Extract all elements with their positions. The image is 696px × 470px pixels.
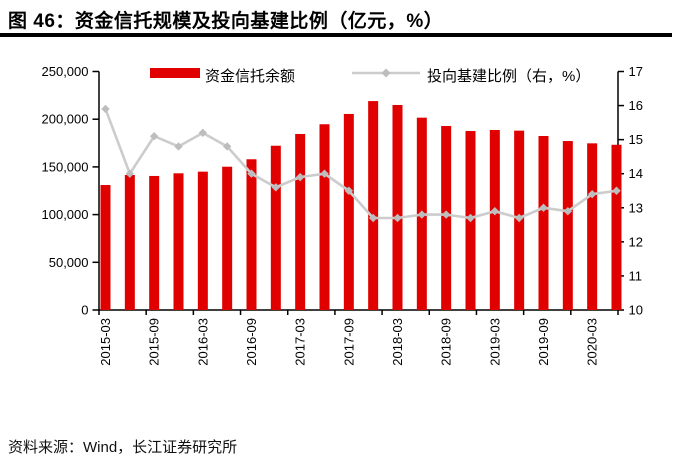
bar bbox=[270, 145, 281, 310]
line-marker bbox=[247, 169, 256, 178]
line-marker bbox=[417, 210, 427, 219]
bar bbox=[173, 173, 184, 310]
bar bbox=[562, 141, 573, 310]
x-axis-tick-label: 2015-03 bbox=[98, 318, 113, 366]
line-marker bbox=[393, 213, 402, 223]
line-marker bbox=[271, 183, 281, 192]
line-marker bbox=[466, 213, 475, 223]
line-marker bbox=[612, 186, 621, 195]
bar bbox=[149, 175, 160, 310]
line-marker bbox=[563, 206, 573, 216]
bar bbox=[124, 175, 135, 310]
left-axis-tick-label: 100,000 bbox=[42, 207, 89, 222]
legend-line-marker bbox=[381, 68, 391, 78]
line-marker bbox=[344, 186, 354, 195]
left-axis: 0 50,000 100,000 150,000 200,000 250,000 bbox=[42, 64, 99, 318]
line-marker bbox=[368, 213, 378, 223]
bar bbox=[100, 185, 111, 310]
x-axis-tick-label: 2016-03 bbox=[195, 318, 210, 366]
left-axis-tick-label: 250,000 bbox=[42, 64, 89, 79]
source-note: 资料来源：Wind，长江证券研究所 bbox=[8, 439, 238, 456]
line-marker bbox=[149, 132, 159, 141]
bar bbox=[538, 135, 549, 310]
x-axis-tick-label: 2017-09 bbox=[341, 318, 356, 366]
left-axis-tick-label: 0 bbox=[81, 303, 88, 318]
x-axis: 2015-03 2015-09 2016-03 2016-09 2017-03 2017-… bbox=[98, 310, 619, 366]
bar bbox=[587, 143, 598, 310]
right-axis-tick-label: 11 bbox=[629, 268, 643, 283]
left-axis-tick-label: 150,000 bbox=[42, 159, 89, 174]
right-axis-tick-label: 12 bbox=[629, 234, 643, 249]
x-axis-tick-label: 2017-03 bbox=[293, 318, 308, 366]
line-marker bbox=[587, 189, 597, 199]
x-axis-tick-label: 2018-03 bbox=[390, 318, 405, 366]
bar bbox=[392, 104, 403, 310]
bar bbox=[319, 124, 330, 311]
line-marker bbox=[514, 213, 524, 223]
right-axis-tick-label: 17 bbox=[629, 64, 643, 79]
x-axis-tick-label: 2019-03 bbox=[487, 318, 502, 366]
line-marker bbox=[222, 142, 232, 151]
right-axis-tick-label: 10 bbox=[629, 303, 643, 318]
x-axis-tick-label: 2020-03 bbox=[585, 318, 600, 366]
right-axis-tick-label: 13 bbox=[629, 200, 643, 215]
x-axis-tick-label: 2019-09 bbox=[536, 318, 551, 366]
bar bbox=[489, 129, 500, 310]
right-axis-tick-label: 14 bbox=[629, 166, 643, 181]
line-marker bbox=[125, 169, 135, 178]
legend-line-label: 投向基建比例（右，%） bbox=[427, 68, 590, 85]
bar bbox=[246, 159, 257, 310]
infrastructure-ratio-line bbox=[101, 104, 621, 223]
line-marker bbox=[101, 104, 110, 114]
right-axis-tick-label: 16 bbox=[629, 98, 643, 113]
line-marker bbox=[174, 142, 183, 151]
bar bbox=[368, 101, 379, 310]
legend-bar-swatch bbox=[150, 68, 200, 78]
line-marker bbox=[198, 128, 208, 138]
legend-bar-label: 资金信托余额 bbox=[205, 67, 295, 85]
line-marker bbox=[320, 169, 329, 178]
title-underline bbox=[0, 33, 672, 37]
left-axis-tick-label: 200,000 bbox=[42, 112, 89, 127]
line-marker bbox=[539, 203, 548, 212]
x-axis-tick-label: 2015-09 bbox=[147, 318, 162, 366]
bar bbox=[343, 113, 354, 310]
bar bbox=[295, 133, 306, 310]
bar bbox=[611, 144, 622, 310]
x-axis-tick-label: 2018-09 bbox=[439, 318, 454, 366]
bar bbox=[197, 171, 208, 310]
right-axis-tick-label: 15 bbox=[629, 132, 643, 147]
figure-title: 图 46：资金信托规模及投向基建比例（亿元，%） bbox=[8, 11, 444, 32]
right-axis: 10 11 12 13 14 15 16 17 bbox=[618, 64, 643, 318]
chart-legend: 资金信托余额 投向基建比例（右，%） bbox=[150, 67, 590, 85]
line-marker bbox=[490, 206, 500, 216]
bar bbox=[222, 166, 233, 310]
x-axis-tick-label: 2016-09 bbox=[244, 318, 259, 366]
line-marker bbox=[441, 210, 451, 219]
line-marker bbox=[295, 172, 305, 182]
left-axis-tick-label: 50,000 bbox=[49, 255, 89, 270]
